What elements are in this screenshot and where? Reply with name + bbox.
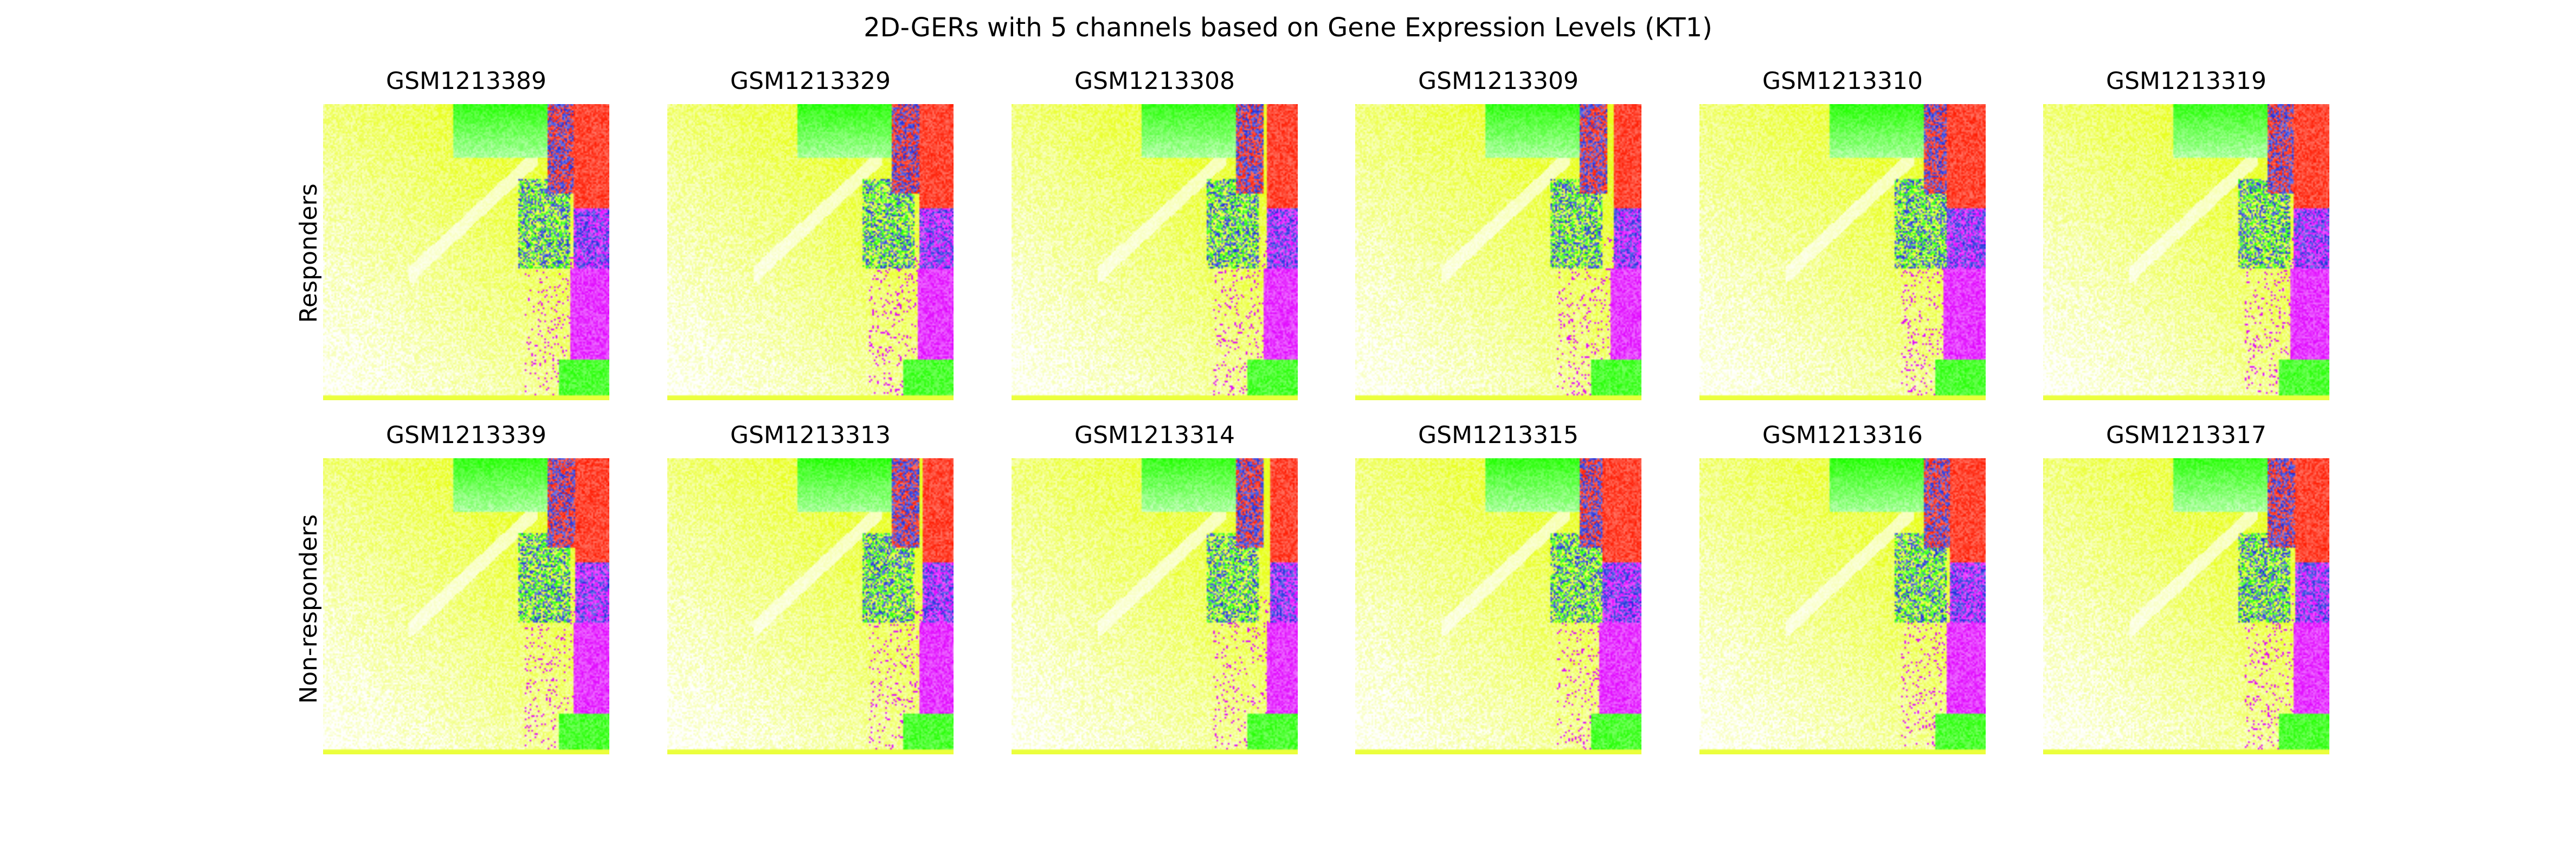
heatmap-panel-GSM1213317: GSM1213317 bbox=[2043, 421, 2329, 754]
heatmap-image-GSM1213329 bbox=[667, 104, 954, 400]
row-label-non-responders: Non-responders bbox=[295, 514, 323, 704]
heatmap-panel-GSM1213319: GSM1213319 bbox=[2043, 67, 2329, 400]
panel-title: GSM1213319 bbox=[2106, 67, 2266, 95]
panel-title: GSM1213313 bbox=[730, 421, 891, 449]
heatmap-image-GSM1213308 bbox=[1012, 104, 1298, 400]
panel-title: GSM1213315 bbox=[1418, 421, 1579, 449]
heatmap-image-GSM1213309 bbox=[1355, 104, 1641, 400]
panel-title: GSM1213314 bbox=[1074, 421, 1235, 449]
heatmap-image-GSM1213339 bbox=[323, 458, 609, 754]
panel-title: GSM1213329 bbox=[730, 67, 891, 95]
heatmap-panel-GSM1213329: GSM1213329 bbox=[667, 67, 954, 400]
panel-title: GSM1213310 bbox=[1762, 67, 1923, 95]
heatmap-image-GSM1213315 bbox=[1355, 458, 1641, 754]
row-label-responders: Responders bbox=[295, 183, 323, 323]
heatmap-panel-GSM1213310: GSM1213310 bbox=[1699, 67, 1986, 400]
heatmap-panel-GSM1213316: GSM1213316 bbox=[1699, 421, 1986, 754]
panel-title: GSM1213316 bbox=[1762, 421, 1923, 449]
heatmap-image-GSM1213319 bbox=[2043, 104, 2329, 400]
heatmap-panel-GSM1213313: GSM1213313 bbox=[667, 421, 954, 754]
heatmap-image-GSM1213314 bbox=[1012, 458, 1298, 754]
heatmap-panel-GSM1213389: GSM1213389 bbox=[323, 67, 609, 400]
heatmap-panel-GSM1213315: GSM1213315 bbox=[1355, 421, 1641, 754]
panel-title: GSM1213309 bbox=[1418, 67, 1579, 95]
figure-title: 2D-GERs with 5 channels based on Gene Ex… bbox=[864, 12, 1712, 43]
heatmap-panel-GSM1213309: GSM1213309 bbox=[1355, 67, 1641, 400]
heatmap-image-GSM1213317 bbox=[2043, 458, 2329, 754]
heatmap-panel-GSM1213339: GSM1213339 bbox=[323, 421, 609, 754]
heatmap-image-GSM1213310 bbox=[1699, 104, 1986, 400]
panel-title: GSM1213339 bbox=[386, 421, 546, 449]
heatmap-image-GSM1213389 bbox=[323, 104, 609, 400]
panel-title: GSM1213308 bbox=[1074, 67, 1235, 95]
heatmap-panel-GSM1213308: GSM1213308 bbox=[1012, 67, 1298, 400]
panel-title: GSM1213317 bbox=[2106, 421, 2266, 449]
heatmap-panel-GSM1213314: GSM1213314 bbox=[1012, 421, 1298, 754]
panel-title: GSM1213389 bbox=[386, 67, 546, 95]
heatmap-image-GSM1213313 bbox=[667, 458, 954, 754]
heatmap-image-GSM1213316 bbox=[1699, 458, 1986, 754]
